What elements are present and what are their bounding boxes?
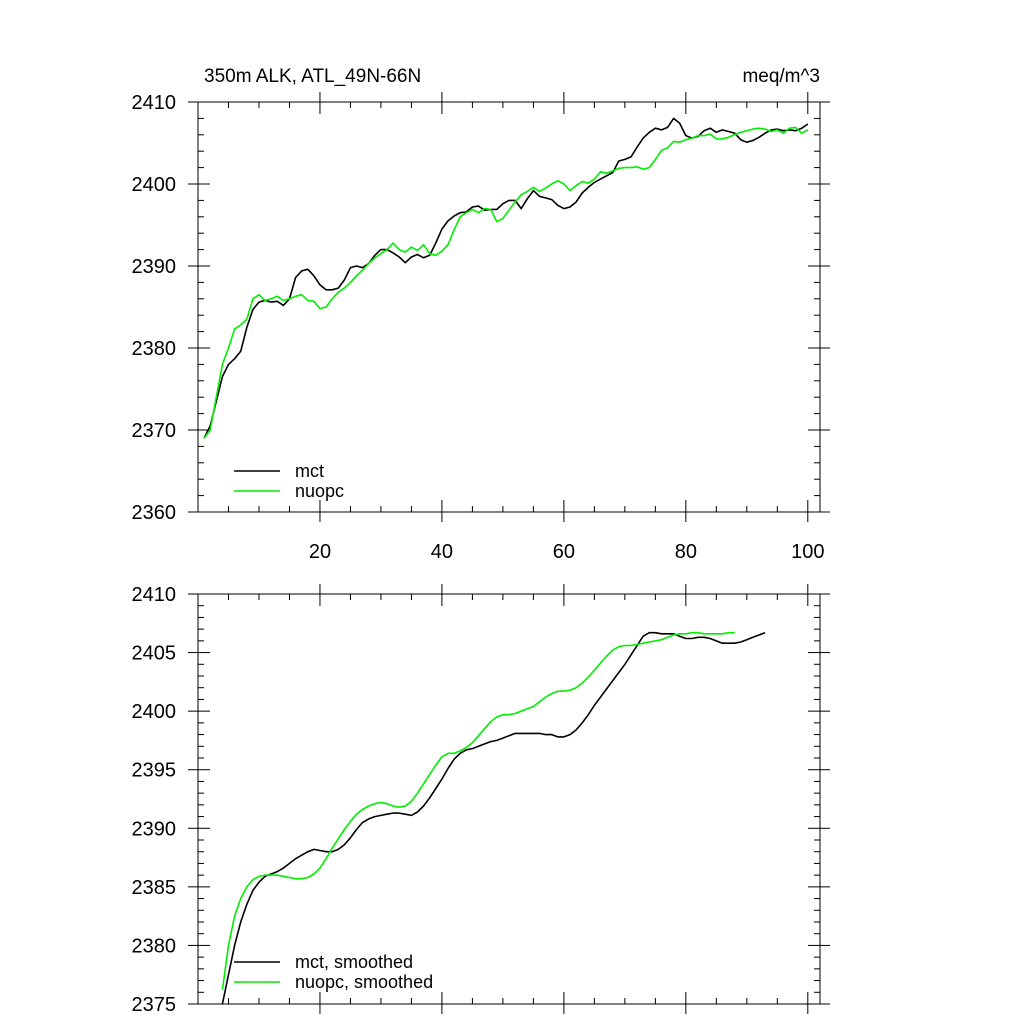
bottom-ytick-label: 2400: [132, 701, 177, 723]
bottom-ytick-label: 2410: [132, 584, 177, 606]
top-series-lines: [203, 117, 809, 439]
bottom-ytick-label: 2375: [132, 994, 177, 1016]
bottom-legend: mct, smoothed nuopc, smoothed: [234, 952, 433, 992]
top-xtick-label: 20: [309, 541, 331, 563]
top-xtick-label: 100: [791, 541, 824, 563]
top-panel: 350m ALK, ATL_49N-66N meq/m^3 2360237023…: [132, 66, 830, 563]
top-xtick-label: 40: [431, 541, 453, 563]
top-ytick-label: 2370: [132, 420, 177, 442]
top-axes-tick-labels: 2360 2370 2380 2390 2400 2410 20 40 60 80 100: [132, 92, 825, 563]
top-legend: mct nuopc: [234, 461, 344, 501]
top-ytick-label: 2360: [132, 502, 177, 524]
top-series-line-nuopc: [203, 126, 809, 439]
bottom-axes-ticks: [188, 584, 830, 1014]
top-ytick-label: 2410: [132, 92, 177, 114]
bottom-axes-tick-labels: 2375 2380 2385 2390 2395 2400 2405 2410: [132, 584, 177, 1016]
bottom-panel: 2375 2380 2385 2390 2395 2400 2405 2410 mct, sm…: [132, 584, 830, 1016]
bottom-series-line-mct-smoothed: [221, 631, 766, 1005]
chart-title-left: 350m ALK, ATL_49N-66N: [204, 66, 421, 87]
legend-label-nuopc-smoothed: nuopc, smoothed: [295, 972, 433, 992]
legend-label-mct-smoothed: mct, smoothed: [295, 952, 413, 972]
bottom-ytick-label: 2405: [132, 643, 177, 665]
top-axes-ticks: [188, 92, 830, 522]
top-xtick-label: 60: [553, 541, 575, 563]
top-ytick-label: 2390: [132, 256, 177, 278]
bottom-series-lines: [221, 631, 766, 1005]
bottom-series-line-nuopc-smoothed: [221, 631, 735, 991]
bottom-ytick-label: 2380: [132, 935, 177, 957]
bottom-ytick-label: 2395: [132, 760, 177, 782]
legend-label-nuopc: nuopc: [295, 481, 344, 501]
top-xtick-label: 80: [675, 541, 697, 563]
bottom-plot-frame: [197, 593, 821, 1005]
top-ytick-label: 2380: [132, 338, 177, 360]
top-plot-frame: [197, 101, 821, 513]
top-ytick-label: 2400: [132, 174, 177, 196]
legend-label-mct: mct: [295, 461, 324, 481]
bottom-ytick-label: 2390: [132, 818, 177, 840]
chart-units-label: meq/m^3: [742, 66, 820, 87]
bottom-ytick-label: 2385: [132, 877, 177, 899]
top-series-line-mct: [203, 117, 809, 439]
